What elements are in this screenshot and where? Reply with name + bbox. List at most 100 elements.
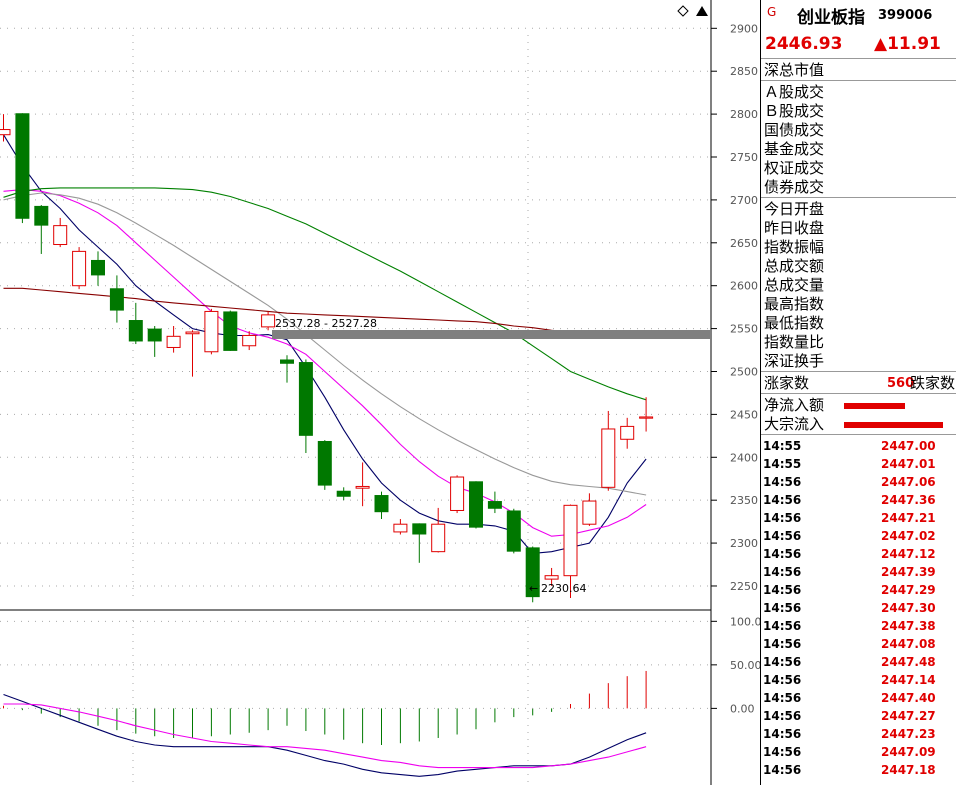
tick-time: 14:56 [763, 493, 802, 507]
candle[interactable] [166, 326, 181, 353]
candle[interactable] [280, 355, 294, 383]
tick-row: 14:56 2447.38 [761, 617, 956, 635]
candle[interactable] [487, 491, 502, 514]
tick-row: 14:56 2447.06 [761, 473, 956, 491]
candle[interactable] [72, 247, 87, 290]
axis-label: 2550 [730, 323, 758, 336]
index-name: 创业板指 [797, 8, 865, 28]
tick-time: 14:56 [763, 637, 802, 651]
candle[interactable] [261, 311, 276, 331]
up-count-label: 涨家数 [764, 374, 810, 392]
tick-row: 14:56 2447.36 [761, 491, 956, 509]
tick-price: 2447.48 [881, 655, 936, 669]
candle-body [487, 501, 502, 509]
candle-body [525, 547, 540, 598]
candle[interactable] [506, 508, 521, 554]
candle[interactable] [601, 410, 616, 491]
tick-row: 14:56 2447.09 [761, 743, 956, 761]
tick-row: 14:56 2447.48 [761, 653, 956, 671]
volume-label: 国债成交 [764, 121, 825, 139]
candle[interactable] [53, 217, 68, 248]
axis-label: 2300 [730, 537, 758, 550]
tick-row: 14:56 2447.29 [761, 581, 956, 599]
candle[interactable] [412, 523, 427, 563]
tick-price: 2447.38 [881, 619, 936, 633]
tick-time: 14:56 [763, 691, 802, 705]
tick-row: 14:56 2447.02 [761, 527, 956, 545]
breadth-row: 涨家数 560 跌家数 [764, 374, 956, 393]
tick-price: 2447.30 [881, 601, 936, 615]
market-cap-label: 深总市值 [764, 61, 825, 79]
stat-label: 深证换手 [764, 352, 825, 370]
candle[interactable] [469, 481, 483, 529]
axis-label: 0.00 [730, 702, 755, 715]
tick-price: 2447.29 [881, 583, 936, 597]
candle[interactable] [355, 462, 370, 507]
tick-time: 14:56 [763, 727, 802, 741]
annotations: 2537.28 - 2527.28 ← 2230.64 [275, 317, 587, 595]
chart-settings-icon[interactable] [677, 5, 689, 17]
candle[interactable] [582, 493, 597, 526]
index-code: 399006 [878, 8, 933, 23]
axis-label: 2500 [730, 365, 758, 378]
candle-body [469, 481, 483, 528]
axis-label: 2600 [730, 280, 758, 293]
scroll-up-icon[interactable] [696, 6, 708, 16]
macd-line [3, 693, 647, 777]
price-change: ▲11.91 [874, 34, 941, 54]
tick-time: 14:56 [763, 529, 802, 543]
candle[interactable] [204, 308, 219, 355]
flow-row: 净流入额 [764, 396, 956, 415]
candle-body [15, 113, 30, 219]
tick-time: 14:55 [763, 457, 802, 471]
moving-average-line [3, 187, 647, 401]
candle-body [639, 416, 654, 419]
tick-time: 14:56 [763, 763, 802, 777]
candle[interactable] [15, 113, 30, 224]
down-count-label: 跌家数 [910, 374, 956, 392]
tick-row: 14:56 2447.18 [761, 761, 956, 779]
stat-label: 指数量比 [764, 333, 825, 351]
candle-body [34, 205, 49, 226]
candle[interactable] [91, 251, 105, 286]
tick-price: 2447.40 [881, 691, 936, 705]
moving-average-line [3, 192, 647, 496]
candle[interactable] [128, 302, 143, 345]
candle[interactable] [525, 546, 540, 603]
candle[interactable] [563, 504, 578, 598]
low-label: 2230.64 [541, 582, 587, 595]
stat-label: 总成交额 [764, 257, 825, 275]
candle[interactable] [109, 275, 124, 323]
up-count-value: 560 [887, 376, 915, 391]
candle-body [109, 288, 124, 311]
group-badge[interactable]: G [767, 5, 777, 19]
candle[interactable] [544, 567, 559, 586]
candle[interactable] [431, 507, 446, 553]
candle[interactable] [393, 519, 408, 535]
candle[interactable] [223, 310, 238, 351]
candle[interactable] [0, 114, 11, 142]
stat-label: 总成交量 [764, 276, 825, 294]
axis-label: 50.00 [730, 659, 761, 672]
tick-list[interactable]: 14:55 2447.00 14:55 2447.01 14:56 2447.06 14:5… [761, 435, 956, 779]
candle[interactable] [620, 417, 635, 449]
candle[interactable] [147, 326, 162, 357]
candle[interactable] [450, 475, 465, 514]
macd-line [3, 703, 647, 769]
candle[interactable] [336, 487, 351, 501]
candle[interactable] [242, 331, 257, 351]
candle[interactable] [185, 330, 200, 377]
candle[interactable] [374, 491, 389, 520]
tick-row: 14:55 2447.01 [761, 455, 956, 473]
candle[interactable] [317, 440, 332, 490]
chart-area[interactable]: 2537.28 - 2527.28 ← 2230.64 2900 2850 2800… [0, 0, 761, 785]
tick-price: 2447.39 [881, 565, 936, 579]
candle[interactable] [34, 205, 49, 254]
axis-label: 2900 [730, 22, 758, 35]
candle[interactable] [639, 397, 654, 432]
candle[interactable] [298, 359, 313, 453]
candles[interactable] [0, 113, 654, 603]
axis-label: 2250 [730, 580, 758, 593]
axis-label: 2400 [730, 451, 758, 464]
tick-time: 14:56 [763, 673, 802, 687]
